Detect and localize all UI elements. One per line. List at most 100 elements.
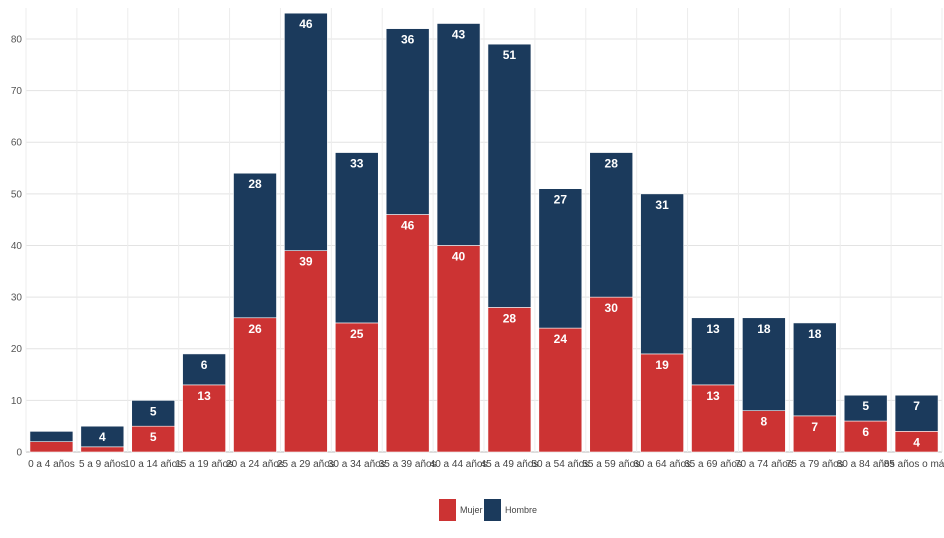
gridlines [25,8,943,453]
y-tick-label: 30 [11,293,23,304]
value-label: 18 [757,322,771,336]
bar-hombre [691,317,735,386]
bar-hombre [792,322,837,417]
value-label: 28 [605,157,619,171]
value-label: 13 [197,389,211,403]
value-label: 40 [452,249,466,263]
bar-mujer [436,245,481,453]
x-tick-label: 75 a 79 años [786,459,844,470]
bar-mujer [29,441,74,453]
value-label: 26 [248,322,262,336]
bar-mujer [589,296,634,453]
value-label: 28 [248,177,262,191]
bar-hombre [538,188,583,329]
value-label: 51 [503,48,517,62]
y-tick-label: 0 [16,448,22,459]
y-tick-label: 40 [11,241,23,252]
legend-label: Hombre [505,505,537,515]
y-tick-label: 80 [11,34,23,45]
value-label: 19 [655,358,669,372]
value-label: 33 [350,157,364,171]
value-label: 25 [350,327,364,341]
bar-mujer [334,322,379,453]
bar-hombre [487,43,532,308]
bar-mujer [691,384,735,453]
bar-hombre [385,28,430,215]
value-label: 24 [554,332,568,346]
value-label: 13 [706,322,720,336]
bar-mujer [233,317,277,453]
value-label: 28 [503,311,517,325]
bar-mujer [792,415,837,453]
bars [29,12,939,453]
bar-mujer [80,446,125,453]
value-label: 6 [862,425,869,439]
x-tick-label: 0 a 4 años [28,459,75,470]
value-label: 5 [150,430,157,444]
y-axis-ticks: 0 10 20 30 40 50 60 70 80 [11,34,23,458]
x-tick-label: 10 a 14 años [124,459,182,470]
x-tick-label: 65 a 69 años [684,459,742,470]
x-tick-label: 30 a 34 años [328,459,386,470]
value-label: 39 [299,255,313,269]
bar-hombre [589,152,634,298]
x-tick-label: 25 a 29 años [277,459,335,470]
value-label: 6 [201,358,208,372]
bar-mujer [131,425,176,453]
value-label: 46 [299,17,313,31]
value-label: 5 [150,404,157,418]
legend: Mujer Hombre [439,499,537,521]
bar-hombre [894,394,939,432]
x-tick-label: 15 a 19 años [175,459,233,470]
y-tick-label: 60 [11,138,23,149]
bar-hombre [334,152,379,324]
bar-mujer [640,353,684,453]
bar-hombre [284,12,328,251]
value-label: 27 [554,193,568,207]
bar-hombre [843,394,888,422]
bar-hombre [233,172,277,319]
bar-mujer [385,214,430,453]
bar-hombre [640,193,684,355]
y-tick-label: 70 [11,86,23,97]
bar-hombre [80,425,125,448]
value-label: 7 [811,420,818,434]
y-tick-label: 20 [11,344,23,355]
value-label: 7 [913,399,920,413]
x-tick-label: 80 a 84 años [837,459,895,470]
bar-hombre [131,400,176,427]
value-label: 46 [401,219,415,233]
value-label: 4 [913,435,920,449]
bar-mujer [182,384,226,453]
legend-swatch [439,499,456,521]
value-label: 43 [452,27,466,41]
bar-mujer [284,250,328,453]
x-tick-label: 55 a 59 años [582,459,640,470]
bar-hombre [182,353,226,386]
value-label: 36 [401,33,415,47]
bar-hombre [436,23,481,246]
bar-hombre [742,317,786,411]
bar-mujer [538,327,583,453]
x-tick-label: 85 años o más [884,459,944,470]
value-label: 13 [706,389,720,403]
value-label: 30 [605,301,619,315]
value-label: 8 [761,415,768,429]
legend-swatch [484,499,501,521]
legend-label: Mujer [460,505,483,515]
value-label: 31 [655,198,669,212]
y-tick-label: 10 [11,396,23,407]
bar-hombre [29,431,74,442]
y-tick-label: 50 [11,189,23,200]
x-tick-label: 35 a 39 años [379,459,437,470]
value-label: 18 [808,327,822,341]
value-labels: 4 551362628394625334636404328512427302819… [99,17,920,449]
bar-mujer [742,410,786,453]
bar-mujer [487,307,532,453]
bar-mujer [843,420,888,453]
value-label: 5 [862,399,869,413]
value-label: 4 [99,430,106,444]
